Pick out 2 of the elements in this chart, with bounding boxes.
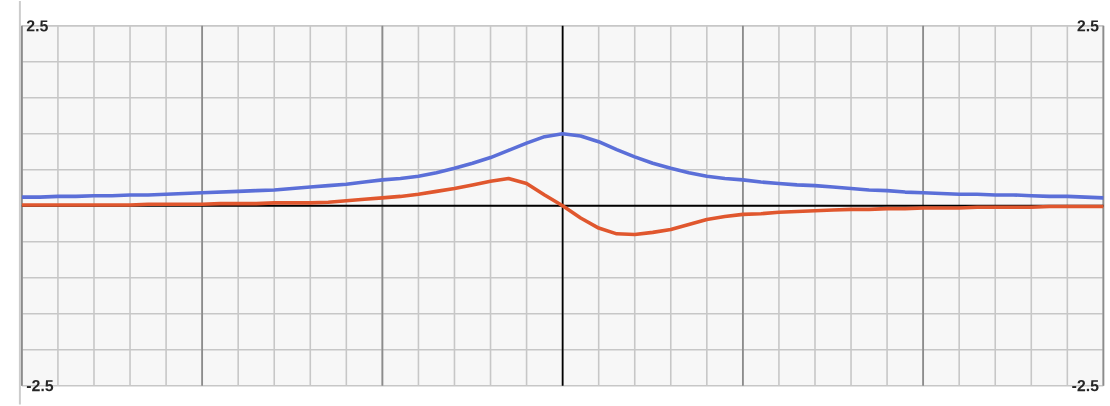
y2-tick-label: -2.5: [1072, 380, 1099, 392]
y2-tick-label: 2.5: [1077, 20, 1099, 32]
